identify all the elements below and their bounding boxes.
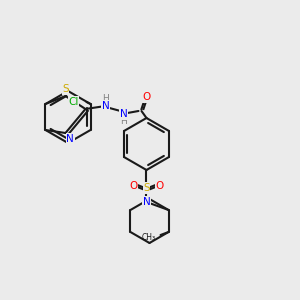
Text: CH₃: CH₃ <box>141 232 155 242</box>
Text: S: S <box>143 183 150 193</box>
Text: O: O <box>129 181 138 191</box>
Text: O: O <box>155 181 164 191</box>
Text: N: N <box>120 109 128 119</box>
Text: N: N <box>102 101 110 111</box>
Text: N: N <box>67 134 74 144</box>
Text: H: H <box>102 94 109 103</box>
Text: O: O <box>142 92 151 102</box>
Text: H: H <box>120 117 127 126</box>
Text: S: S <box>62 84 69 94</box>
Text: N: N <box>142 197 150 207</box>
Text: Cl: Cl <box>68 97 79 107</box>
